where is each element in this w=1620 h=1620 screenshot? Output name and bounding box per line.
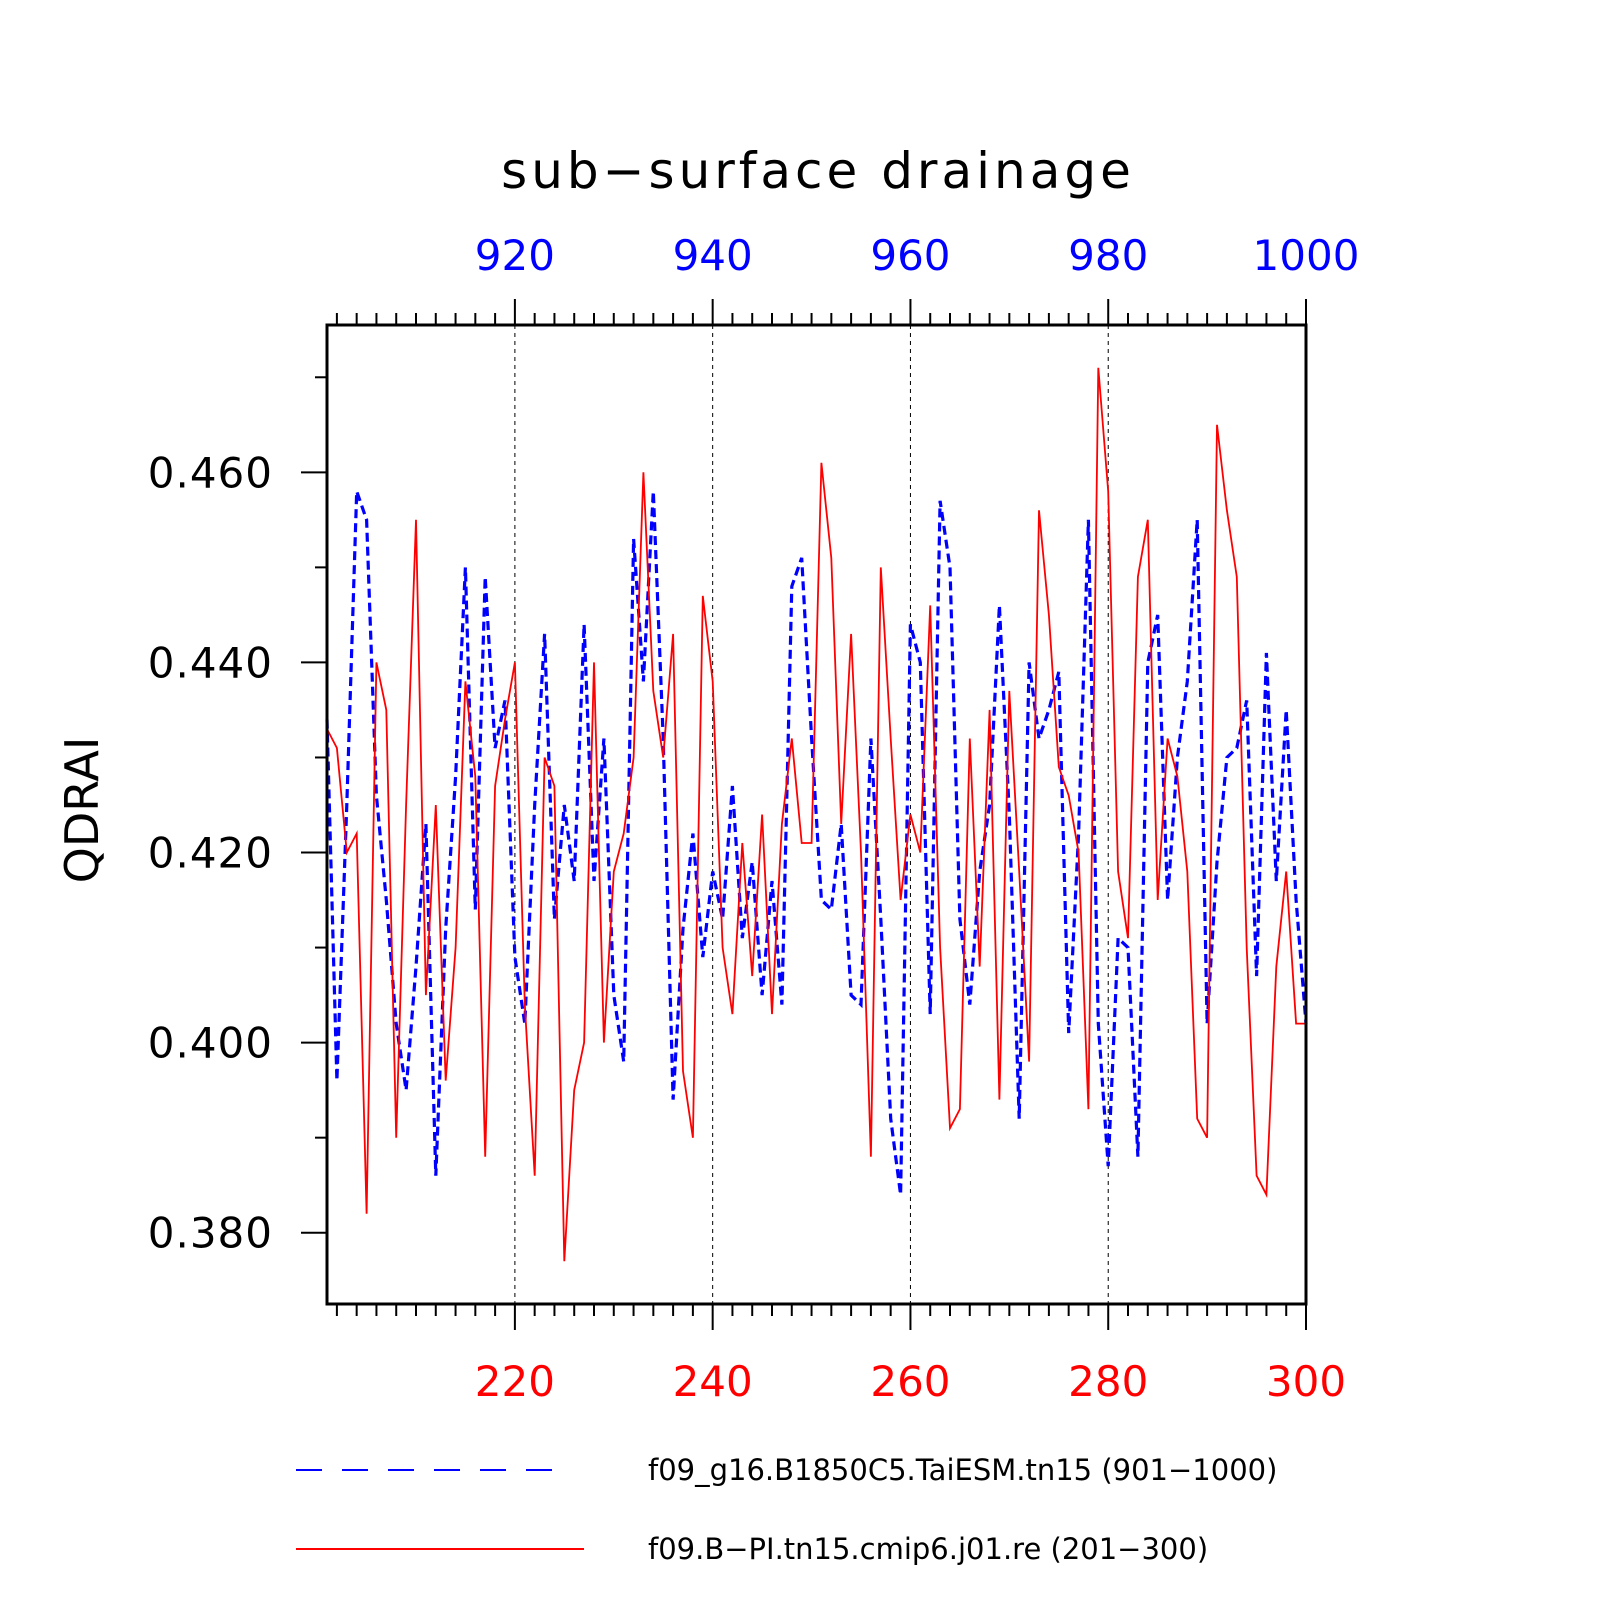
y-tick-label: 0.380 (148, 1209, 273, 1258)
x-tick-label-top: 920 (475, 231, 555, 280)
bottom-x-tick-labels: 220 240 260 280 300 (475, 1357, 1346, 1406)
top-x-tick-labels: 920 940 960 980 1000 (475, 231, 1360, 280)
x-tick-label-top: 1000 (1253, 231, 1360, 280)
y-tick-label: 0.440 (148, 638, 273, 687)
x-tick-label-top: 940 (673, 231, 753, 280)
x-tick-label-top: 980 (1068, 231, 1148, 280)
y-tick-label: 0.460 (148, 448, 273, 497)
x-tick-label-bottom: 220 (475, 1357, 555, 1406)
chart-title: sub−surface drainage (501, 142, 1135, 200)
series-line-taiesm (325, 490, 1308, 1195)
x-tick-label-top: 960 (870, 231, 950, 280)
legend-label-taiesm: f09_g16.B1850C5.TaiESM.tn15 (901−1000) (648, 1453, 1277, 1487)
plot-frame (325, 323, 1308, 1306)
plot-series (325, 367, 1308, 1262)
legend-label-cmip6: f09.B−PI.tn15.cmip6.j01.re (201−300) (648, 1532, 1208, 1566)
x-tick-label-bottom: 300 (1266, 1357, 1346, 1406)
x-tick-label-bottom: 260 (870, 1357, 950, 1406)
x-tick-label-bottom: 280 (1068, 1357, 1148, 1406)
axis-ticks (301, 299, 1307, 1330)
y-tick-label: 0.400 (148, 1019, 273, 1068)
y-tick-labels: 0.380 0.400 0.420 0.440 0.460 (148, 448, 273, 1258)
x-tick-label-bottom: 240 (673, 1357, 753, 1406)
y-axis-label: QDRAI (55, 737, 109, 884)
series-line-cmip6 (326, 367, 1306, 1262)
legend: f09_g16.B1850C5.TaiESM.tn15 (901−1000) f… (296, 1453, 1277, 1566)
y-tick-label: 0.420 (148, 829, 273, 878)
